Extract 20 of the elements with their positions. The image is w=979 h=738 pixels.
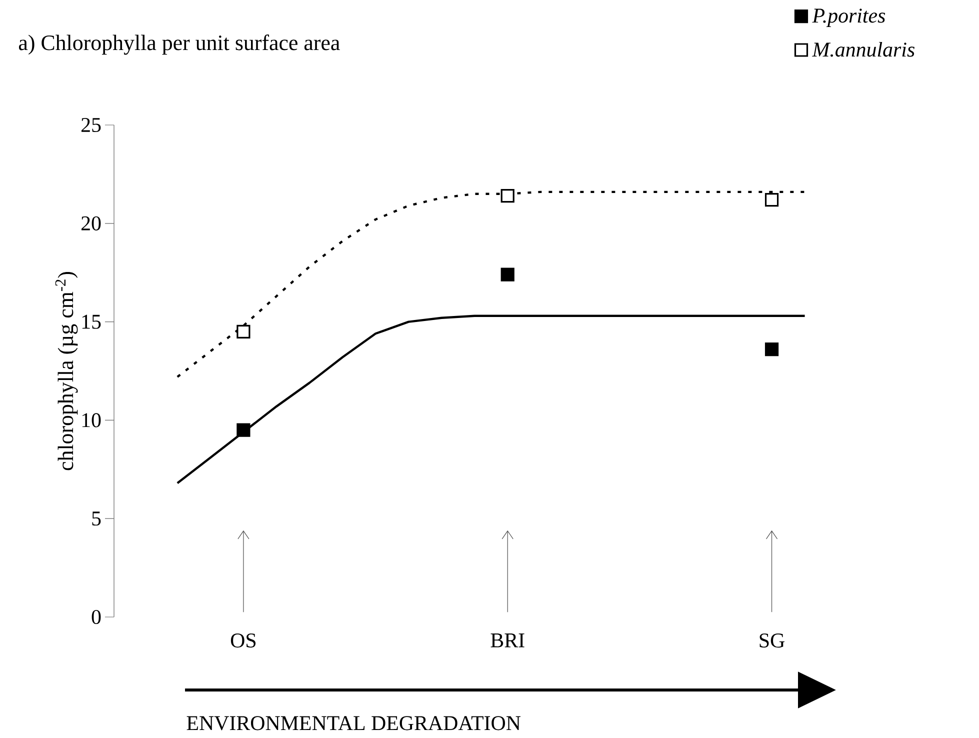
- x-tick-label: BRI: [490, 634, 524, 648]
- point: [500, 268, 514, 282]
- y-tick-label: 10: [82, 413, 101, 428]
- y-tick-label: 5: [92, 512, 101, 526]
- y-tick-label: 25: [81, 118, 101, 132]
- x-tick-label: SG: [760, 634, 784, 648]
- y-tick-label: 20: [81, 216, 101, 230]
- point: [764, 192, 779, 207]
- chart-title: a) Chlorophylla per unit surface area: [18, 34, 340, 55]
- legend-label: M.annularis: [812, 42, 914, 57]
- x-tick-label: OS: [230, 634, 256, 648]
- y-tick-label: 0: [92, 610, 101, 624]
- y-tick-label: 15: [82, 314, 101, 329]
- point: [764, 342, 779, 356]
- point: [236, 423, 250, 437]
- point: [500, 189, 514, 203]
- legend-label: P.porites: [812, 8, 886, 27]
- x-axis-title: ENVIRONMENTAL DEGRADATION: [186, 716, 520, 730]
- point: [236, 324, 250, 338]
- y-axis-title: chlorophylla (µg cm$^{-2}$): [55, 272, 78, 470]
